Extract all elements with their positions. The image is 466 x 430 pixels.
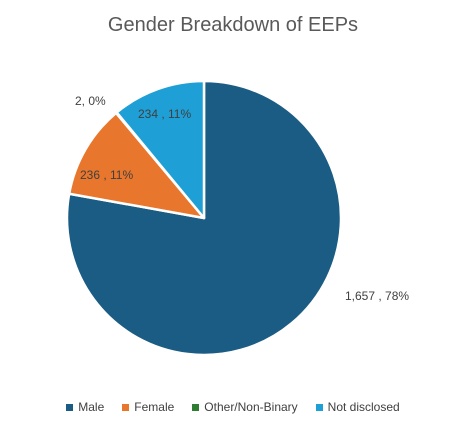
legend-item-other: Other/Non-Binary xyxy=(192,400,298,414)
legend-item-male: Male xyxy=(66,400,104,414)
legend-label-other: Other/Non-Binary xyxy=(204,400,298,414)
legend-item-not-disclosed: Not disclosed xyxy=(315,400,400,414)
legend-swatch-other xyxy=(192,403,200,411)
pie-slice-not-disclosed xyxy=(115,79,206,220)
legend-label-not-disclosed: Not disclosed xyxy=(327,400,400,414)
legend-swatch-female xyxy=(122,403,130,411)
data-label-male: 1,657 , 78% xyxy=(345,289,409,303)
pie-slice-female xyxy=(67,111,206,220)
legend: Male Female Other/Non-Binary Not disclos… xyxy=(0,400,466,414)
chart-title: Gender Breakdown of EEPs xyxy=(107,14,359,36)
legend-swatch-not-disclosed xyxy=(315,403,323,411)
data-label-other: 2, 0% xyxy=(75,94,106,108)
data-label-not-disclosed: 234 , 11% xyxy=(138,107,191,121)
legend-label-female: Female xyxy=(134,400,175,414)
legend-swatch-male xyxy=(66,403,74,411)
data-label-female: 236 , 11% xyxy=(80,168,133,182)
legend-item-female: Female xyxy=(122,400,174,414)
legend-label-male: Male xyxy=(78,400,105,414)
